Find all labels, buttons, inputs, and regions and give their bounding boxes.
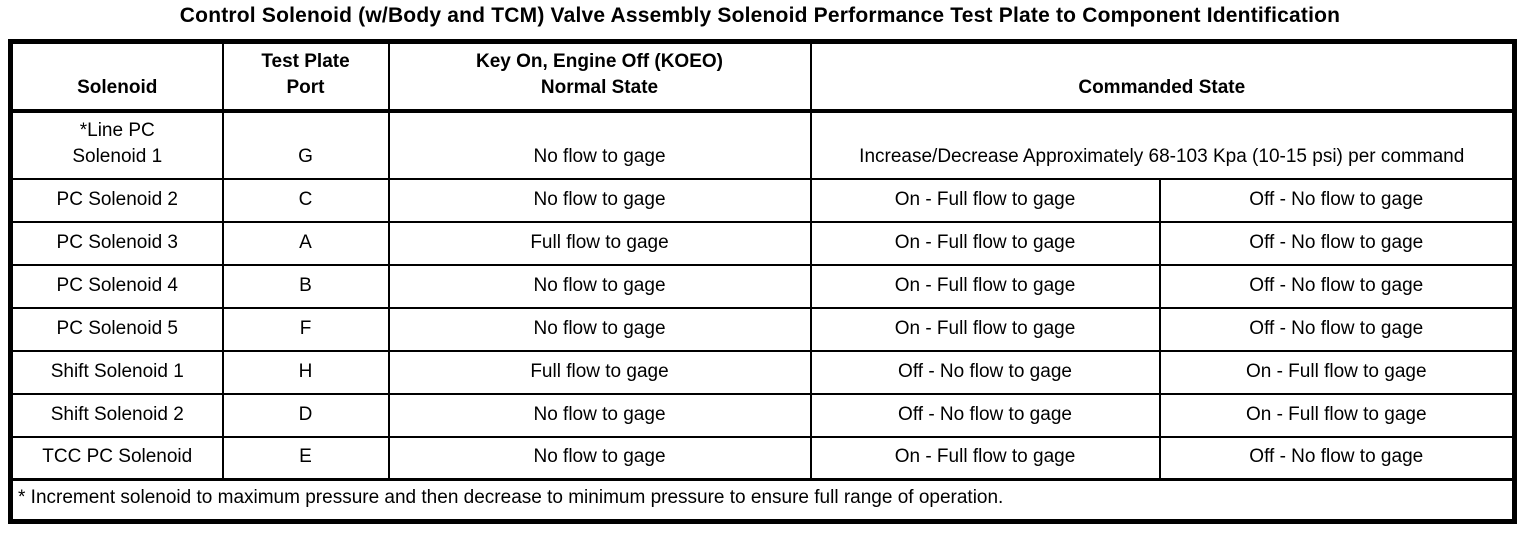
cell-normal-state: No flow to gage bbox=[387, 263, 812, 309]
cell-normal-state: No flow to gage bbox=[387, 177, 812, 223]
cell-port: F bbox=[221, 306, 390, 352]
cell-port: A bbox=[221, 220, 390, 266]
cell-commanded-state: Increase/Decrease Approximately 68-103 K… bbox=[809, 109, 1516, 180]
table-row-pc-solenoid-5: PC Solenoid 5 F No flow to gage On - Ful… bbox=[9, 306, 1516, 352]
cell-commanded-on: On - Full flow to gage bbox=[809, 306, 1161, 352]
cell-solenoid: PC Solenoid 4 bbox=[9, 263, 224, 309]
cell-commanded-on: On - Full flow to gage bbox=[809, 220, 1161, 266]
cell-commanded-off: Off - No flow to gage bbox=[1158, 220, 1516, 266]
cell-port: D bbox=[221, 392, 390, 438]
cell-commanded-off: Off - No flow to gage bbox=[1158, 177, 1516, 223]
table-row-shift-solenoid-1: Shift Solenoid 1 H Full flow to gage Off… bbox=[9, 349, 1516, 395]
table-row-pc-solenoid-2: PC Solenoid 2 C No flow to gage On - Ful… bbox=[9, 177, 1516, 223]
cell-port: B bbox=[221, 263, 390, 309]
cell-commanded-on: On - Full flow to gage bbox=[809, 435, 1161, 481]
cell-solenoid: PC Solenoid 2 bbox=[9, 177, 224, 223]
cell-normal-state: No flow to gage bbox=[387, 392, 812, 438]
cell-commanded-off: Off - No flow to gage bbox=[1158, 263, 1516, 309]
footnote-row: * Increment solenoid to maximum pressure… bbox=[9, 478, 1516, 523]
header-row: Solenoid Test Plate Port Key On, Engine … bbox=[9, 40, 1516, 113]
footnote-text: * Increment solenoid to maximum pressure… bbox=[9, 478, 1516, 523]
table-row-pc-solenoid-3: PC Solenoid 3 A Full flow to gage On - F… bbox=[9, 220, 1516, 266]
table-row-line-pc-solenoid-1: *Line PC Solenoid 1 G No flow to gage In… bbox=[9, 109, 1516, 180]
cell-normal-state: No flow to gage bbox=[387, 109, 812, 180]
cell-commanded-on: On - Full flow to gage bbox=[1158, 349, 1516, 395]
column-header-commanded-state: Commanded State bbox=[809, 40, 1516, 113]
page-title: Control Solenoid (w/Body and TCM) Valve … bbox=[179, 4, 1341, 27]
cell-commanded-on: On - Full flow to gage bbox=[1158, 392, 1516, 438]
cell-solenoid: *Line PC Solenoid 1 bbox=[9, 109, 224, 180]
cell-port: E bbox=[221, 435, 390, 481]
column-header-test-plate-port: Test Plate Port bbox=[221, 40, 390, 113]
solenoid-performance-table: Solenoid Test Plate Port Key On, Engine … bbox=[8, 39, 1517, 524]
cell-commanded-off: Off - No flow to gage bbox=[809, 392, 1161, 438]
cell-commanded-on: On - Full flow to gage bbox=[809, 177, 1161, 223]
cell-normal-state: No flow to gage bbox=[387, 435, 812, 481]
column-header-koeo-normal-state: Key On, Engine Off (KOEO) Normal State bbox=[387, 40, 812, 113]
cell-port: C bbox=[221, 177, 390, 223]
table-row-tcc-pc-solenoid: TCC PC Solenoid E No flow to gage On - F… bbox=[9, 435, 1516, 481]
cell-solenoid: PC Solenoid 3 bbox=[9, 220, 224, 266]
cell-commanded-on: On - Full flow to gage bbox=[809, 263, 1161, 309]
cell-port: H bbox=[221, 349, 390, 395]
cell-normal-state: Full flow to gage bbox=[387, 220, 812, 266]
cell-commanded-off: Off - No flow to gage bbox=[1158, 306, 1516, 352]
table-row-pc-solenoid-4: PC Solenoid 4 B No flow to gage On - Ful… bbox=[9, 263, 1516, 309]
cell-solenoid: PC Solenoid 5 bbox=[9, 306, 224, 352]
cell-normal-state: Full flow to gage bbox=[387, 349, 812, 395]
cell-solenoid: Shift Solenoid 2 bbox=[9, 392, 224, 438]
cell-solenoid: TCC PC Solenoid bbox=[9, 435, 224, 481]
table-row-shift-solenoid-2: Shift Solenoid 2 D No flow to gage Off -… bbox=[9, 392, 1516, 438]
cell-solenoid: Shift Solenoid 1 bbox=[9, 349, 224, 395]
cell-commanded-off: Off - No flow to gage bbox=[809, 349, 1161, 395]
cell-normal-state: No flow to gage bbox=[387, 306, 812, 352]
cell-port: G bbox=[221, 109, 390, 180]
cell-commanded-off: Off - No flow to gage bbox=[1158, 435, 1516, 481]
column-header-solenoid: Solenoid bbox=[9, 40, 224, 113]
